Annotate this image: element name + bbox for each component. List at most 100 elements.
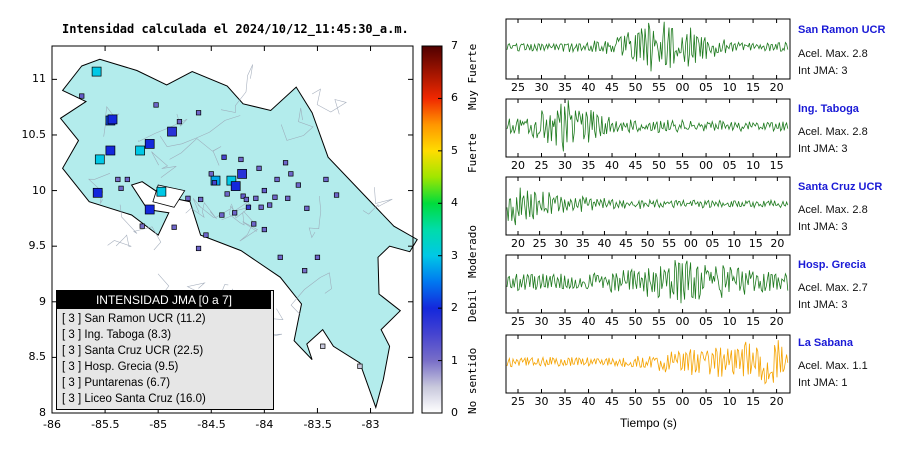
colorbar-tick-label: 4 [451, 196, 458, 210]
station-markers [79, 66, 363, 369]
colorbar-tick-label: 6 [451, 91, 458, 105]
seismogram-tick-label: 50 [640, 237, 655, 250]
station-marker [105, 145, 116, 156]
station-accel: Acel. Max. 2.8 [798, 48, 868, 60]
map-road [308, 195, 322, 239]
seismogram-tick-label: 55 [652, 81, 667, 94]
station-marker [251, 221, 257, 227]
station-accel: Acel. Max. 2.8 [798, 126, 868, 138]
seismogram-tick-label: 45 [605, 81, 620, 94]
seismogram-tick-label: 40 [581, 81, 596, 94]
colorbar [421, 45, 443, 414]
station-jma: Int JMA: 3 [798, 65, 848, 77]
map-frame [51, 45, 414, 414]
map-road [290, 272, 332, 315]
station-marker [288, 171, 294, 177]
station-marker [221, 154, 227, 160]
seismogram-tick-label: 40 [581, 395, 596, 408]
station-marker [203, 232, 209, 238]
station-marker [144, 139, 155, 149]
station-marker [144, 204, 155, 215]
seismogram-tick-label: 50 [628, 81, 643, 94]
seismogram-tick-label: 35 [575, 237, 590, 250]
colorbar-label-no-sentido: No sentido [466, 347, 479, 414]
seismogram-tick-label: 05 [705, 237, 720, 250]
station-marker [238, 156, 244, 163]
colorbar-tick-label: 1 [451, 353, 458, 367]
seismogram-tick-label: 00 [675, 395, 690, 408]
map-x-tick-label: -83.5 [303, 418, 332, 431]
station-marker [208, 171, 214, 177]
seismogram-trace [506, 187, 789, 226]
station-marker [167, 126, 177, 137]
station-marker [302, 268, 308, 274]
legend-item: [ 3 ] Liceo Santa Cruz (16.0) [62, 393, 206, 405]
seismogram-tick-label: 10 [746, 159, 761, 172]
map-road [311, 88, 347, 115]
seismogram-tick-label: 00 [683, 237, 698, 250]
colorbar-label-debil: Debil [466, 288, 479, 322]
seismogram-tick-label: 30 [534, 395, 549, 408]
map-x-tick-label: -85 [149, 418, 168, 431]
station-marker [219, 212, 225, 218]
legend-box [56, 290, 274, 410]
station-jma: Int JMA: 3 [798, 143, 848, 155]
station-marker [261, 226, 267, 233]
station-marker [185, 195, 191, 201]
map-y-tick-label: 10 [32, 183, 46, 197]
station-name: Ing. Taboga [798, 103, 859, 115]
station-marker [274, 176, 280, 183]
seismogram-tick-label: 25 [532, 237, 547, 250]
seismogram-tick-label: 20 [511, 159, 525, 172]
map-x-tick-label: -86 [43, 418, 61, 431]
station-marker [245, 204, 252, 210]
station-marker [323, 176, 329, 183]
seismogram-panel [505, 254, 791, 314]
station-marker [115, 176, 121, 183]
station-marker [253, 195, 259, 201]
station-accel: Acel. Max. 2.8 [798, 204, 868, 216]
station-marker [282, 160, 289, 166]
map-road [169, 138, 222, 166]
station-marker [230, 181, 241, 191]
seismogram-trace [506, 340, 789, 385]
station-marker [176, 119, 183, 125]
station-marker [198, 196, 204, 203]
map-y-tick-label: 9.5 [28, 239, 47, 253]
seismogram-tick-label: 55 [662, 237, 677, 250]
colorbar-tick-label: 0 [451, 406, 458, 419]
map-road [185, 202, 217, 220]
seismogram-tick-label: 20 [511, 237, 525, 250]
seismogram-tick-label: 15 [748, 237, 763, 250]
station-marker [304, 205, 310, 211]
station-marker [333, 192, 340, 198]
seismogram-tick-label: 55 [652, 395, 667, 408]
station-jma: Int JMA: 3 [798, 299, 848, 311]
station-marker [91, 66, 102, 77]
station-name: Hosp. Grecia [798, 259, 866, 271]
seismogram-tick-label: 30 [558, 159, 573, 172]
seismogram-panels [505, 18, 791, 394]
seismogram-tick-label: 35 [558, 81, 573, 94]
colorbar-tick-label: 7 [451, 39, 458, 52]
seismogram-tick-label: 50 [628, 395, 643, 408]
colorbar-label-muy-fuerte: Muy Fuerte [466, 43, 479, 110]
station-marker [320, 343, 326, 349]
seismogram-tick-label: 10 [722, 81, 737, 94]
station-marker [153, 102, 159, 108]
map-road [280, 107, 314, 141]
seismogram-tick-label: 05 [699, 315, 714, 328]
station-marker [156, 186, 167, 197]
station-marker [277, 254, 283, 260]
seismogram-tick-label: 40 [605, 159, 620, 172]
map-road [362, 187, 393, 215]
seismogram-tick-label: 05 [699, 81, 714, 94]
seismogram-trace [506, 100, 789, 152]
legend-title: INTENSIDAD JMA [0 a 7] [57, 291, 271, 309]
station-marker [357, 363, 363, 369]
seismogram-tick-label: 45 [628, 159, 643, 172]
seismogram-tick-label: 55 [675, 159, 690, 172]
legend-item: [ 3 ] Santa Cruz UCR (22.5) [62, 345, 204, 357]
seismogram-tick-label: 30 [534, 315, 549, 328]
